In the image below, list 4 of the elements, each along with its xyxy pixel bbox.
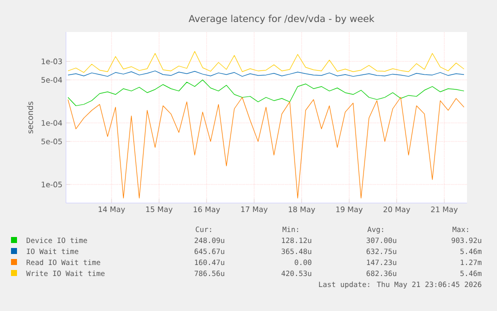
line-series <box>68 97 464 198</box>
line-series <box>68 80 464 106</box>
chart-title: Average latency for /dev/vda - by week <box>188 14 374 24</box>
line-series <box>68 51 464 73</box>
